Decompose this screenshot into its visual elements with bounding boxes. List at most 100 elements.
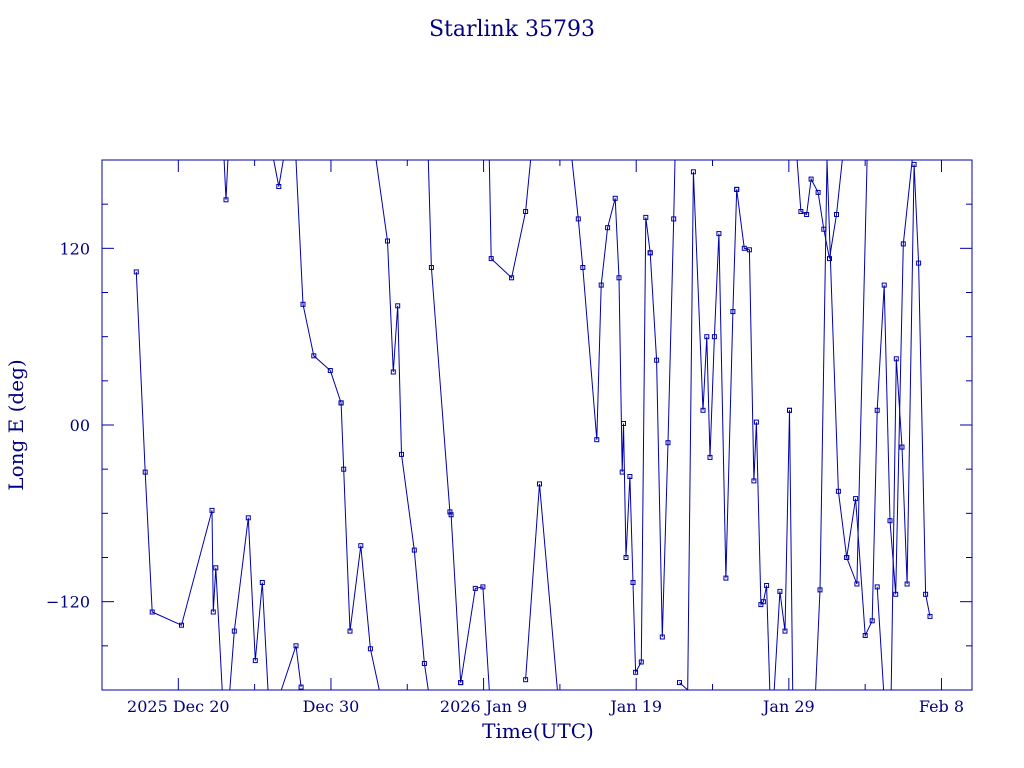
y-tick-label: 00 (70, 416, 90, 435)
axes: 2025 Dec 20 Dec 30 2026 Jan 9 Jan 19 Jan 29 F… (46, 160, 972, 716)
x-tick-label: Jan 29 (761, 697, 815, 716)
data-point (911, 161, 917, 167)
data-point (421, 661, 427, 666)
data-point (209, 507, 215, 513)
data-point (347, 628, 353, 634)
data-point (734, 186, 740, 192)
data-point (916, 260, 922, 266)
x-tick-label: Jan 19 (608, 697, 662, 716)
data-point (621, 421, 626, 426)
x-tick-label: 2026 Jan 9 (440, 697, 527, 716)
series-line-12 (571, 160, 634, 583)
data-point (338, 400, 344, 406)
data-point (627, 474, 633, 479)
data-point (808, 176, 814, 182)
data-point (643, 214, 649, 220)
series-line-5 (295, 160, 342, 404)
data-point (231, 628, 237, 634)
series-line-17 (789, 410, 798, 690)
data-point (746, 247, 752, 253)
data-point (399, 451, 404, 457)
series-line-20 (846, 160, 913, 638)
data-point (887, 518, 893, 524)
marker-group (133, 161, 933, 690)
data-point (311, 353, 317, 359)
chart-title: Starlink 35793 (429, 17, 595, 42)
data-point (488, 256, 494, 262)
data-point (711, 334, 717, 340)
data-point (580, 265, 586, 270)
data-point (899, 444, 905, 450)
data-point (835, 488, 841, 494)
data-point (358, 543, 364, 549)
data-point (659, 634, 665, 640)
data-point (787, 407, 792, 413)
data-point (458, 680, 464, 686)
series-group (135, 160, 931, 690)
series-line-16 (736, 189, 790, 690)
data-point (723, 575, 729, 581)
data-point (210, 609, 216, 615)
data-point (598, 282, 604, 288)
data-point (700, 407, 706, 413)
data-point (923, 591, 929, 597)
data-point (298, 684, 304, 690)
data-point (834, 212, 839, 217)
data-point (523, 209, 529, 214)
series-line-8 (427, 160, 462, 683)
y-axis-label: Long E (deg) (4, 359, 28, 490)
series-line-21 (876, 164, 931, 690)
data-point (874, 584, 880, 590)
data-point (142, 469, 148, 475)
series-line-18 (796, 160, 843, 259)
data-point (751, 478, 757, 484)
data-point (893, 356, 899, 362)
data-point (395, 303, 401, 309)
data-point (390, 369, 396, 375)
data-point (133, 269, 139, 275)
data-point (638, 659, 644, 665)
data-point (821, 226, 827, 232)
data-point (854, 581, 860, 587)
data-point (616, 275, 622, 281)
data-point (893, 591, 899, 597)
data-point (367, 646, 373, 652)
data-point (730, 309, 736, 315)
data-point (707, 454, 713, 460)
series-line-10 (488, 160, 532, 279)
data-point (677, 680, 682, 686)
data-point (411, 547, 417, 553)
data-point (594, 437, 600, 443)
x-tick-label: 2025 Dec 20 (127, 697, 230, 716)
y-tick-label: −120 (46, 593, 90, 612)
data-point (853, 496, 859, 502)
data-point (605, 225, 611, 231)
data-point (612, 195, 618, 201)
series-line-15 (679, 171, 738, 690)
data-point (900, 241, 906, 247)
x-tick-label: Dec 30 (303, 697, 360, 716)
data-point (817, 587, 823, 593)
series-line-7 (375, 160, 429, 690)
data-point (619, 469, 625, 475)
data-point (327, 368, 333, 373)
data-point (844, 555, 850, 560)
data-point (252, 658, 258, 664)
series-line-14 (649, 160, 684, 638)
y-tick-label: 120 (59, 239, 90, 258)
data-point (276, 184, 282, 189)
data-point (213, 565, 219, 571)
data-point (869, 618, 875, 624)
data-point (741, 245, 747, 251)
data-point (509, 275, 515, 281)
data-point (654, 357, 660, 363)
data-point (862, 633, 868, 638)
series-line-4 (273, 160, 284, 187)
series-line-19 (815, 160, 868, 690)
data-point (716, 231, 722, 237)
data-point (827, 256, 832, 262)
data-point (690, 169, 696, 175)
data-point (804, 212, 810, 217)
data-point (447, 509, 453, 515)
